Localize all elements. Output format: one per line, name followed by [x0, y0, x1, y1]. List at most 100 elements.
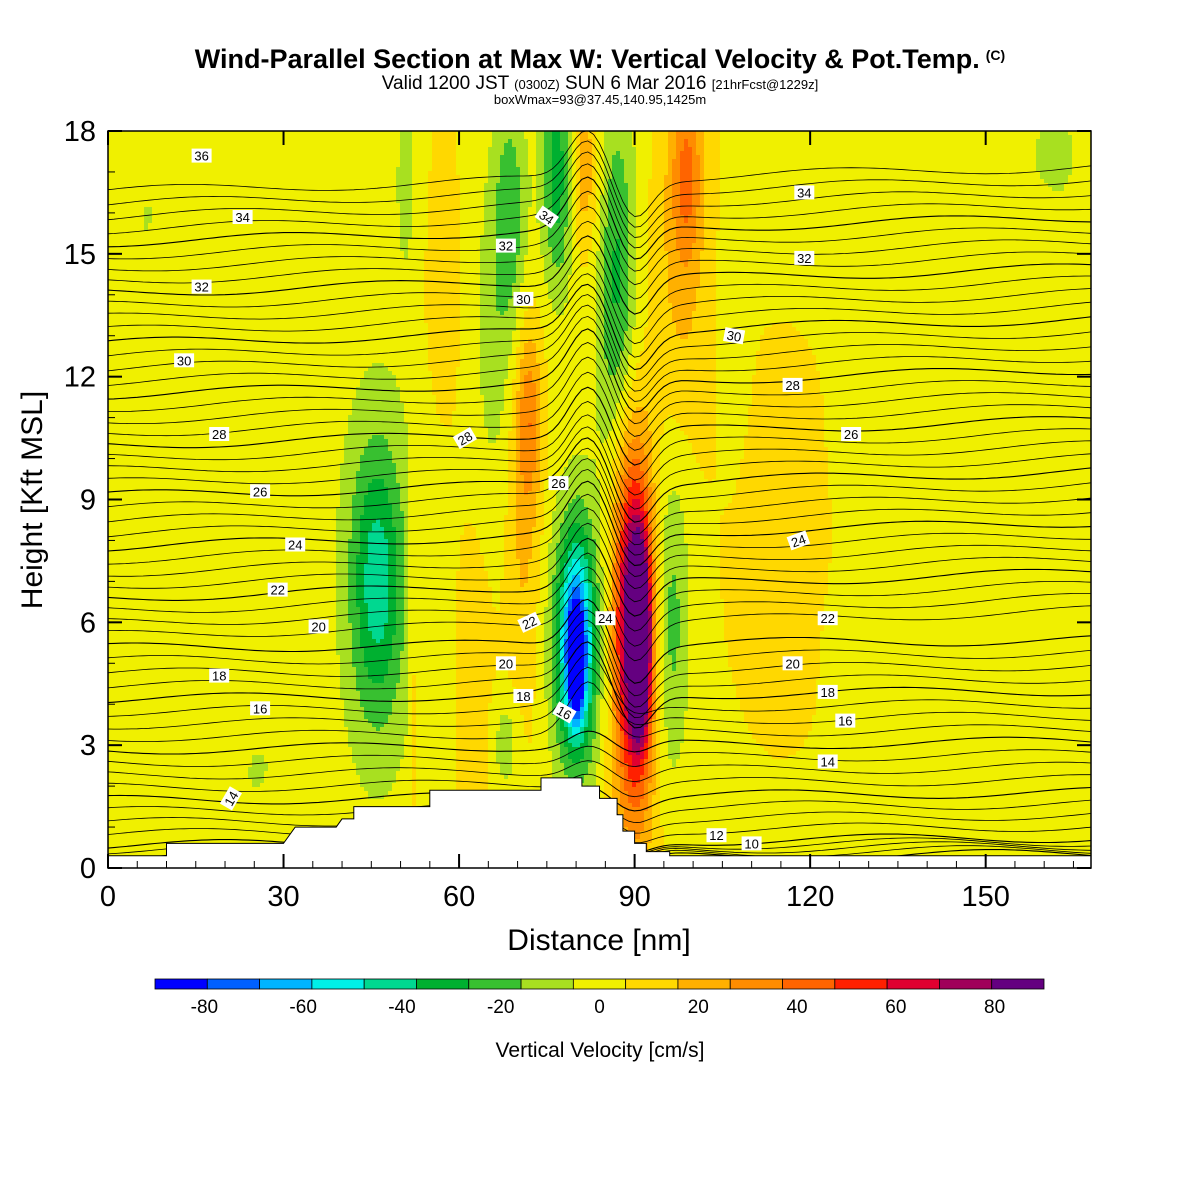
velocity-cell	[136, 327, 141, 332]
velocity-cell	[152, 783, 157, 788]
velocity-cell	[116, 543, 121, 548]
velocity-cell	[140, 303, 145, 308]
velocity-cell	[116, 163, 121, 168]
velocity-cell	[156, 331, 161, 336]
velocity-cell	[156, 827, 161, 832]
velocity-cell	[132, 219, 137, 224]
velocity-cell	[160, 187, 165, 192]
velocity-cell	[152, 791, 157, 796]
velocity-cell	[116, 379, 121, 384]
velocity-cell	[156, 831, 161, 836]
velocity-cell	[136, 471, 141, 476]
velocity-cell	[148, 139, 153, 144]
velocity-cell	[152, 175, 157, 180]
velocity-cell	[144, 283, 149, 288]
velocity-cell	[136, 155, 141, 160]
velocity-cell	[132, 223, 137, 228]
velocity-cell	[132, 651, 137, 656]
velocity-cell	[124, 811, 129, 816]
velocity-cell	[148, 551, 153, 556]
velocity-cell	[128, 159, 133, 164]
velocity-cell	[148, 595, 153, 600]
velocity-cell	[148, 415, 153, 420]
velocity-cell	[136, 419, 141, 424]
velocity-cell	[120, 827, 125, 832]
velocity-cell	[116, 455, 121, 460]
velocity-cell	[144, 747, 149, 752]
velocity-cell	[120, 259, 125, 264]
velocity-cell	[156, 475, 161, 480]
velocity-cell	[120, 303, 125, 308]
velocity-cell	[124, 611, 129, 616]
velocity-cell	[160, 271, 165, 276]
velocity-cell	[128, 579, 133, 584]
velocity-cell	[136, 251, 141, 256]
velocity-cell	[144, 327, 149, 332]
velocity-cell	[112, 679, 117, 684]
velocity-cell	[128, 831, 133, 836]
velocity-cell	[120, 363, 125, 368]
velocity-cell	[132, 783, 137, 788]
velocity-cell	[136, 435, 141, 440]
velocity-cell	[160, 287, 165, 292]
velocity-cell	[140, 411, 145, 416]
velocity-cell	[116, 135, 121, 140]
velocity-cell	[112, 355, 117, 360]
velocity-cell	[124, 315, 129, 320]
velocity-cell	[120, 435, 125, 440]
velocity-cell	[144, 319, 149, 324]
velocity-cell	[148, 271, 153, 276]
velocity-cell	[124, 459, 129, 464]
velocity-cell	[128, 271, 133, 276]
velocity-cell	[148, 711, 153, 716]
velocity-cell	[152, 511, 157, 516]
velocity-cell	[152, 195, 157, 200]
velocity-cell	[112, 787, 117, 792]
velocity-cell	[116, 595, 121, 600]
velocity-cell	[144, 775, 149, 780]
velocity-cell	[112, 559, 117, 564]
velocity-cell	[124, 219, 129, 224]
velocity-cell	[124, 851, 129, 856]
velocity-cell	[144, 203, 149, 208]
velocity-cell	[120, 235, 125, 240]
velocity-cell	[116, 171, 121, 176]
velocity-cell	[120, 195, 125, 200]
velocity-cell	[152, 795, 157, 800]
velocity-cell	[124, 347, 129, 352]
velocity-cell	[116, 467, 121, 472]
velocity-cell	[152, 839, 157, 844]
velocity-cell	[112, 551, 117, 556]
velocity-cell	[116, 279, 121, 284]
velocity-cell	[140, 695, 145, 700]
velocity-cell	[144, 139, 149, 144]
velocity-cell	[132, 383, 137, 388]
velocity-cell	[156, 403, 161, 408]
velocity-cell	[128, 459, 133, 464]
velocity-cell	[112, 611, 117, 616]
velocity-cell	[124, 511, 129, 516]
velocity-cell	[156, 587, 161, 592]
velocity-cell	[116, 291, 121, 296]
velocity-cell	[140, 307, 145, 312]
velocity-cell	[156, 691, 161, 696]
velocity-cell	[136, 467, 141, 472]
velocity-cell	[148, 687, 153, 692]
velocity-cell	[128, 535, 133, 540]
velocity-cell	[112, 275, 117, 280]
velocity-cell	[124, 659, 129, 664]
velocity-cell	[148, 235, 153, 240]
velocity-cell	[132, 327, 137, 332]
velocity-cell	[128, 387, 133, 392]
velocity-cell	[136, 439, 141, 444]
velocity-cell	[136, 295, 141, 300]
velocity-cell	[136, 527, 141, 532]
velocity-cell	[128, 299, 133, 304]
velocity-cell	[152, 847, 157, 852]
velocity-cell	[116, 735, 121, 740]
velocity-cell	[132, 171, 137, 176]
velocity-cell	[128, 447, 133, 452]
velocity-cell	[124, 463, 129, 468]
velocity-cell	[148, 431, 153, 436]
velocity-cell	[132, 299, 137, 304]
